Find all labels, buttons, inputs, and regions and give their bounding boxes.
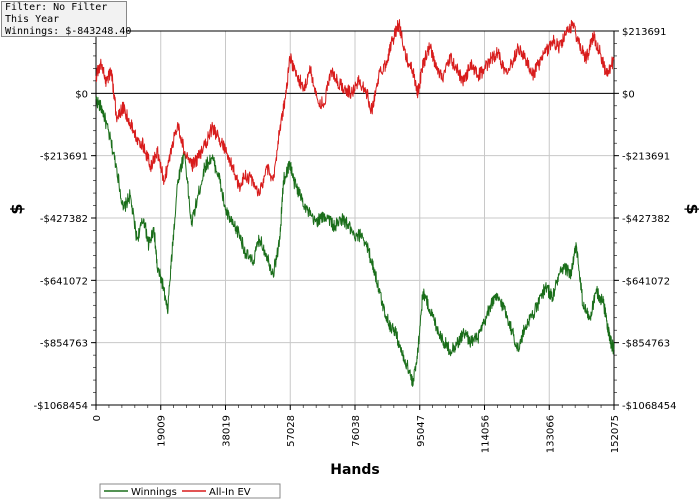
x-tick-label: 76038: [351, 415, 362, 447]
x-axis-label: Hands: [330, 462, 380, 478]
x-tick-label: 38019: [222, 415, 233, 447]
y-tick-label-right: -$641072: [622, 276, 670, 287]
period-text: This Year: [5, 14, 60, 25]
y-tick-label-left: -$1068454: [33, 401, 88, 412]
y-tick-label-right: -$427382: [622, 214, 670, 225]
x-tick-label: 152075: [610, 415, 621, 453]
x-tick-label: 114056: [480, 415, 491, 453]
x-axis: 0 19009 38019 57028 76038 95047 114056 133066 15…: [92, 405, 621, 453]
legend: Winnings All-In EV: [99, 483, 281, 499]
legend-label-winnings: Winnings: [131, 487, 177, 498]
filter-text: Filter: No Filter: [5, 2, 108, 13]
x-tick-label: 0: [92, 415, 103, 421]
x-tick-label: 95047: [416, 415, 427, 447]
y-tick-label-left: -$427382: [40, 214, 88, 225]
series-group: [95, 19, 615, 387]
y-tick-label-right: -$1068454: [622, 401, 677, 412]
y-tick-label-right: -$213691: [622, 152, 670, 163]
legend-label-allin-ev: All-In EV: [209, 487, 251, 498]
left-y-axis: $213691$0-$213691-$427382-$641072-$85476…: [33, 27, 96, 412]
winnings-text: Winnings: $-843248.40: [5, 26, 132, 37]
y-axis-label-left: $: [7, 203, 26, 214]
y-tick-label-left: -$213691: [40, 152, 88, 163]
x-tick-label: 133066: [545, 415, 556, 453]
x-tick-label: 19009: [157, 415, 168, 447]
y-axis-label-right: $: [683, 203, 700, 214]
y-tick-label-left: $0: [75, 89, 88, 100]
y-tick-label-right: $213691: [622, 27, 667, 38]
y-tick-label-right: $0: [622, 89, 635, 100]
x-tick-label: 57028: [286, 415, 297, 447]
y-tick-label-left: -$641072: [40, 276, 88, 287]
series-line-winnings: [95, 96, 615, 387]
right-y-axis: $213691 $0 -$213691 -$427382 -$641072 -$85476…: [614, 27, 677, 412]
y-tick-label-left: -$854763: [40, 339, 88, 350]
info-box: Filter: No Filter This Year Winnings: $-…: [1, 1, 132, 37]
series-line-all-in-ev: [95, 19, 615, 197]
y-tick-label-right: -$854763: [622, 339, 670, 350]
